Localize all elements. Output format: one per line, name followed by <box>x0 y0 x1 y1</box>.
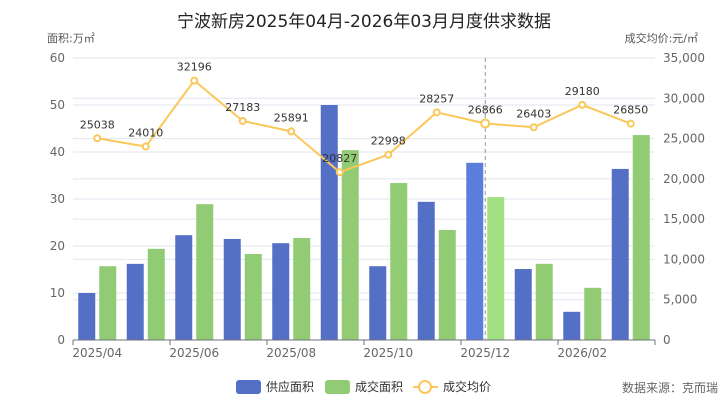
right-tick-label: 35,000 <box>663 51 705 65</box>
right-tick-label: 25,000 <box>663 132 705 146</box>
bar-deal <box>147 248 165 340</box>
legend-swatch-supply[interactable] <box>236 380 261 394</box>
price-point <box>238 116 247 125</box>
bar-deal <box>487 197 505 340</box>
legend-swatch-deal[interactable] <box>325 380 350 394</box>
x-tick-label: 2026/02 <box>557 346 607 360</box>
left-tick-label: 0 <box>57 333 65 347</box>
legend-label-deal[interactable]: 成交面积 <box>355 379 403 394</box>
price-data-label: 25891 <box>274 111 309 124</box>
bar-deal <box>584 287 602 340</box>
bar-deal <box>293 238 311 340</box>
price-data-label: 27183 <box>225 101 260 114</box>
right-tick-label: 10,000 <box>663 252 705 266</box>
bar-supply <box>369 266 387 340</box>
price-data-label: 32196 <box>177 61 212 74</box>
left-tick-label: 50 <box>50 98 65 112</box>
price-point <box>480 118 491 129</box>
left-tick-label: 40 <box>50 145 65 159</box>
bar-supply <box>126 263 144 340</box>
price-data-label: 20827 <box>322 152 357 165</box>
right-tick-label: 0 <box>663 333 671 347</box>
x-tick-label: 2025/08 <box>266 346 316 360</box>
legend-marker-price[interactable] <box>418 380 432 394</box>
x-tick-label: 2025/12 <box>460 346 510 360</box>
price-data-label: 28257 <box>419 92 454 105</box>
right-tick-label: 5,000 <box>663 293 697 307</box>
price-data-label: 25038 <box>80 118 115 131</box>
data-source: 数据来源：克而瑞 <box>622 380 718 395</box>
price-point <box>432 108 441 117</box>
bar-deal <box>99 266 117 340</box>
right-tick-label: 20,000 <box>663 172 705 186</box>
right-tick-label: 30,000 <box>663 91 705 105</box>
price-point <box>190 76 199 85</box>
price-data-label: 29180 <box>565 85 600 98</box>
price-point <box>626 119 635 128</box>
left-axis-label: 面积:万㎡ <box>47 32 95 45</box>
price-point <box>578 100 587 109</box>
x-tick-label: 2025/04 <box>72 346 122 360</box>
legend-label-price[interactable]: 成交均价 <box>443 379 491 394</box>
price-point <box>335 168 344 177</box>
chart-title: 宁波新房2025年04月-2026年03月月度供求数据 <box>177 12 551 32</box>
bar-supply <box>417 201 435 340</box>
bar-supply <box>272 243 290 340</box>
bar-supply <box>78 293 96 340</box>
bar-deal <box>632 135 650 340</box>
bar-supply <box>563 311 581 340</box>
bar-supply <box>175 235 193 340</box>
left-tick-label: 20 <box>50 239 65 253</box>
price-point <box>529 123 538 132</box>
price-point <box>287 127 296 136</box>
price-data-label: 24010 <box>128 127 163 140</box>
price-point <box>93 134 102 143</box>
right-axis-label: 成交均价:元/㎡ <box>625 31 698 45</box>
price-data-label: 22998 <box>371 135 406 148</box>
bar-deal <box>244 253 262 340</box>
price-data-label: 26866 <box>468 104 503 117</box>
price-data-label: 26403 <box>516 107 551 120</box>
bar-deal <box>390 183 408 340</box>
legend: 供应面积 成交面积 成交均价 <box>236 379 491 394</box>
price-point <box>141 142 150 151</box>
bar-supply <box>466 162 484 340</box>
x-tick-label: 2025/10 <box>363 346 413 360</box>
bar-deal <box>341 150 359 340</box>
x-tick-label: 2025/06 <box>169 346 219 360</box>
price-point <box>384 150 393 159</box>
right-tick-label: 15,000 <box>663 212 705 226</box>
bar-supply <box>320 105 338 340</box>
bar-deal <box>438 230 456 340</box>
bar-supply <box>611 168 629 340</box>
bar-supply <box>514 269 532 340</box>
price-data-label: 26850 <box>613 104 648 117</box>
left-tick-label: 60 <box>50 51 65 65</box>
legend-label-supply[interactable]: 供应面积 <box>266 379 314 394</box>
bar-deal <box>196 204 214 340</box>
left-tick-label: 10 <box>50 286 65 300</box>
left-tick-label: 30 <box>50 192 65 206</box>
price-line <box>97 79 632 174</box>
bar-deal <box>535 263 553 340</box>
bar-supply <box>223 238 241 340</box>
